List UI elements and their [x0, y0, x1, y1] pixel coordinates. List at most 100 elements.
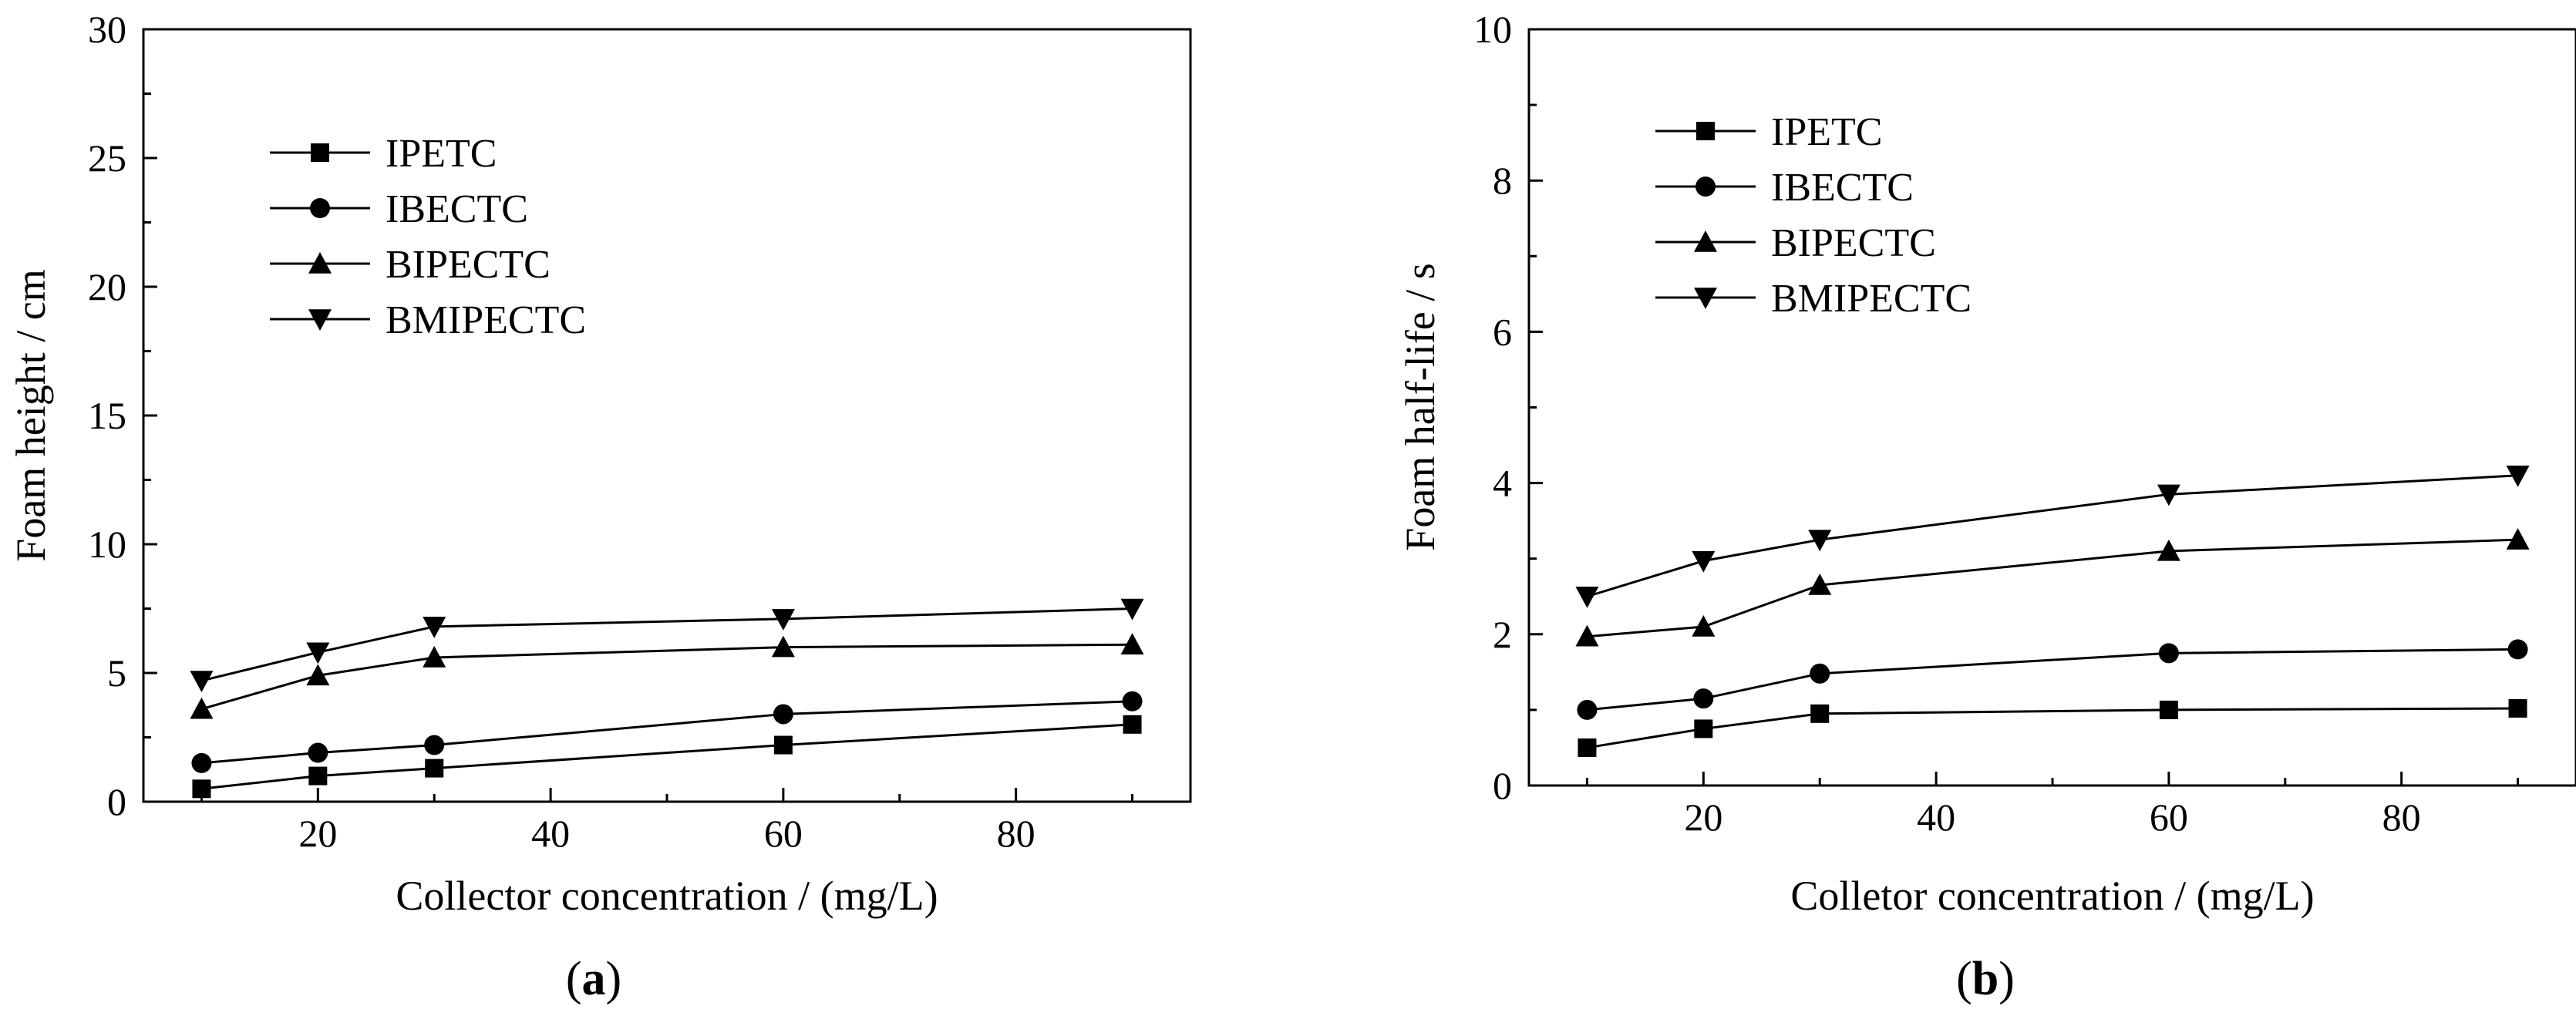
- y-tick-label-a: 25: [88, 136, 126, 180]
- data-point-bmipectc: [1575, 587, 1599, 608]
- panel-label-b-open: (: [1956, 953, 1972, 1005]
- data-point-bmipectc: [2506, 466, 2530, 487]
- data-point-ibectc: [191, 752, 212, 773]
- chart-panel-a: 20 40 60 80 0 5 10 15 20 25 30 IPETC IBECTC BIPECTC…: [8, 8, 1192, 1005]
- data-point-ibectc: [1577, 699, 1598, 720]
- y-tick-label-b: 0: [1493, 764, 1512, 807]
- panel-label-a-letter: a: [582, 953, 606, 1005]
- y-tick-label-b: 6: [1493, 310, 1512, 353]
- data-point-ibectc: [424, 735, 445, 755]
- x-axis-label-b: Colletor concentration / (mg/L): [1790, 873, 2314, 919]
- legend-a: IPETC IBECTC BIPECTC BMIPECTC: [270, 132, 586, 342]
- data-point-ipetc: [308, 766, 328, 786]
- data-point-bmipectc: [1808, 530, 1832, 552]
- data-point-bipectc: [1808, 574, 1832, 595]
- x-tick-label-b: 80: [2382, 796, 2421, 839]
- plot-frame-a: [142, 28, 1192, 803]
- y-tick-label-b: 10: [1473, 8, 1512, 51]
- data-point-ipetc: [773, 735, 793, 755]
- data-point-bipectc: [1692, 614, 1716, 637]
- plot-frame-b: [1527, 28, 2576, 787]
- data-point-bmipectc: [1120, 598, 1144, 621]
- x-tick-label-a: 80: [997, 812, 1035, 855]
- data-point-bipectc: [2157, 539, 2180, 561]
- data-point-bipectc: [423, 645, 446, 668]
- y-tick-label-a: 30: [88, 8, 126, 51]
- x-tick-label-b: 40: [1917, 796, 1955, 839]
- legend-marker-bmipectc: [308, 309, 332, 331]
- data-point-ipetc: [2159, 700, 2178, 719]
- y-axis-label-a: Foam height / cm: [8, 269, 54, 561]
- series-line-ipetc: [201, 723, 1133, 790]
- data-point-ibectc: [1810, 663, 1830, 684]
- y-tick-label-b: 2: [1493, 613, 1512, 656]
- y-tick-label-a: 10: [88, 523, 126, 566]
- data-point-bipectc: [2506, 528, 2530, 550]
- y-ticks-b: 0 2 4 6 8 10: [1473, 8, 1543, 807]
- data-point-ibectc: [308, 742, 328, 763]
- y-tick-label-b: 8: [1493, 159, 1512, 202]
- y-tick-label-a: 15: [88, 394, 126, 437]
- series-line-bipectc: [201, 643, 1133, 711]
- panel-label-b-close: ): [1999, 953, 2015, 1005]
- data-point-bmipectc: [423, 617, 446, 638]
- series-line-bmipectc: [1587, 474, 2518, 598]
- legend-label-ipetc: IPETC: [386, 132, 497, 176]
- y-axis-label-b: Foam half-life / s: [1397, 263, 1443, 550]
- data-point-ipetc: [192, 779, 211, 799]
- x-tick-label-a: 60: [764, 812, 803, 855]
- panel-label-a: (a): [566, 953, 621, 1005]
- legend-marker-bipectc: [1694, 230, 1717, 252]
- y-ticks-a: 0 5 10 15 20 25 30: [88, 8, 157, 823]
- data-point-bmipectc: [306, 642, 330, 664]
- data-point-bmipectc: [1692, 550, 1716, 573]
- data-point-ipetc: [425, 759, 444, 778]
- legend-label-bipectc: BIPECTC: [1771, 221, 1936, 265]
- legend-marker-ipetc: [1696, 122, 1715, 140]
- series-line-bipectc: [1587, 538, 2518, 638]
- legend-marker-bipectc: [308, 252, 332, 274]
- series-line-ibectc: [1587, 648, 2518, 712]
- data-point-ipetc: [1694, 719, 1713, 738]
- legend-marker-ibectc: [310, 198, 330, 218]
- y-tick-label-a: 20: [88, 265, 126, 308]
- data-point-bmipectc: [2157, 484, 2180, 506]
- x-tick-label-a: 40: [531, 812, 570, 855]
- legend-label-ibectc: IBECTC: [1771, 166, 1914, 210]
- legend-label-bmipectc: BMIPECTC: [386, 298, 586, 342]
- x-axis-label-a: Collector concentration / (mg/L): [396, 873, 938, 919]
- y-tick-label-b: 4: [1493, 462, 1512, 505]
- series-b: [1575, 466, 2530, 757]
- panel-label-a-close: ): [606, 953, 622, 1005]
- x-tick-label-a: 20: [298, 812, 337, 855]
- legend-marker-bmipectc: [1694, 288, 1717, 309]
- data-point-ipetc: [1123, 715, 1142, 734]
- data-point-bipectc: [1120, 633, 1144, 655]
- legend-marker-ibectc: [1695, 177, 1716, 197]
- y-tick-label-a: 5: [107, 651, 126, 695]
- data-point-ibectc: [1122, 691, 1143, 712]
- data-point-bipectc: [1575, 624, 1599, 647]
- legend-label-ibectc: IBECTC: [386, 187, 528, 231]
- data-point-bipectc: [190, 697, 214, 719]
- legend-label-bipectc: BIPECTC: [386, 243, 551, 287]
- x-tick-label-b: 60: [2150, 796, 2188, 839]
- x-ticks-b: 20 40 60 80: [1585, 772, 2520, 839]
- panel-label-a-open: (: [566, 953, 582, 1005]
- data-point-ipetc: [1810, 704, 1830, 723]
- data-point-bmipectc: [771, 609, 795, 631]
- panel-label-b: (b): [1956, 953, 2015, 1005]
- data-point-ipetc: [1578, 738, 1597, 757]
- legend-b: IPETC IBECTC BIPECTC BMIPECTC: [1655, 110, 1972, 321]
- data-point-ibectc: [773, 704, 793, 725]
- panel-label-b-letter: b: [1972, 953, 1999, 1005]
- chart-panel-b: 20 40 60 80 0 2 4 6 8 10 IPETC IBECTC BIPECTC BMIPE…: [1397, 8, 2576, 1005]
- data-point-ibectc: [2507, 639, 2528, 660]
- data-point-bipectc: [306, 664, 330, 686]
- y-tick-label-a: 0: [107, 780, 126, 823]
- data-point-ibectc: [2158, 643, 2179, 664]
- data-point-bipectc: [771, 635, 795, 658]
- x-tick-label-b: 20: [1684, 796, 1722, 839]
- series-a: [190, 598, 1144, 799]
